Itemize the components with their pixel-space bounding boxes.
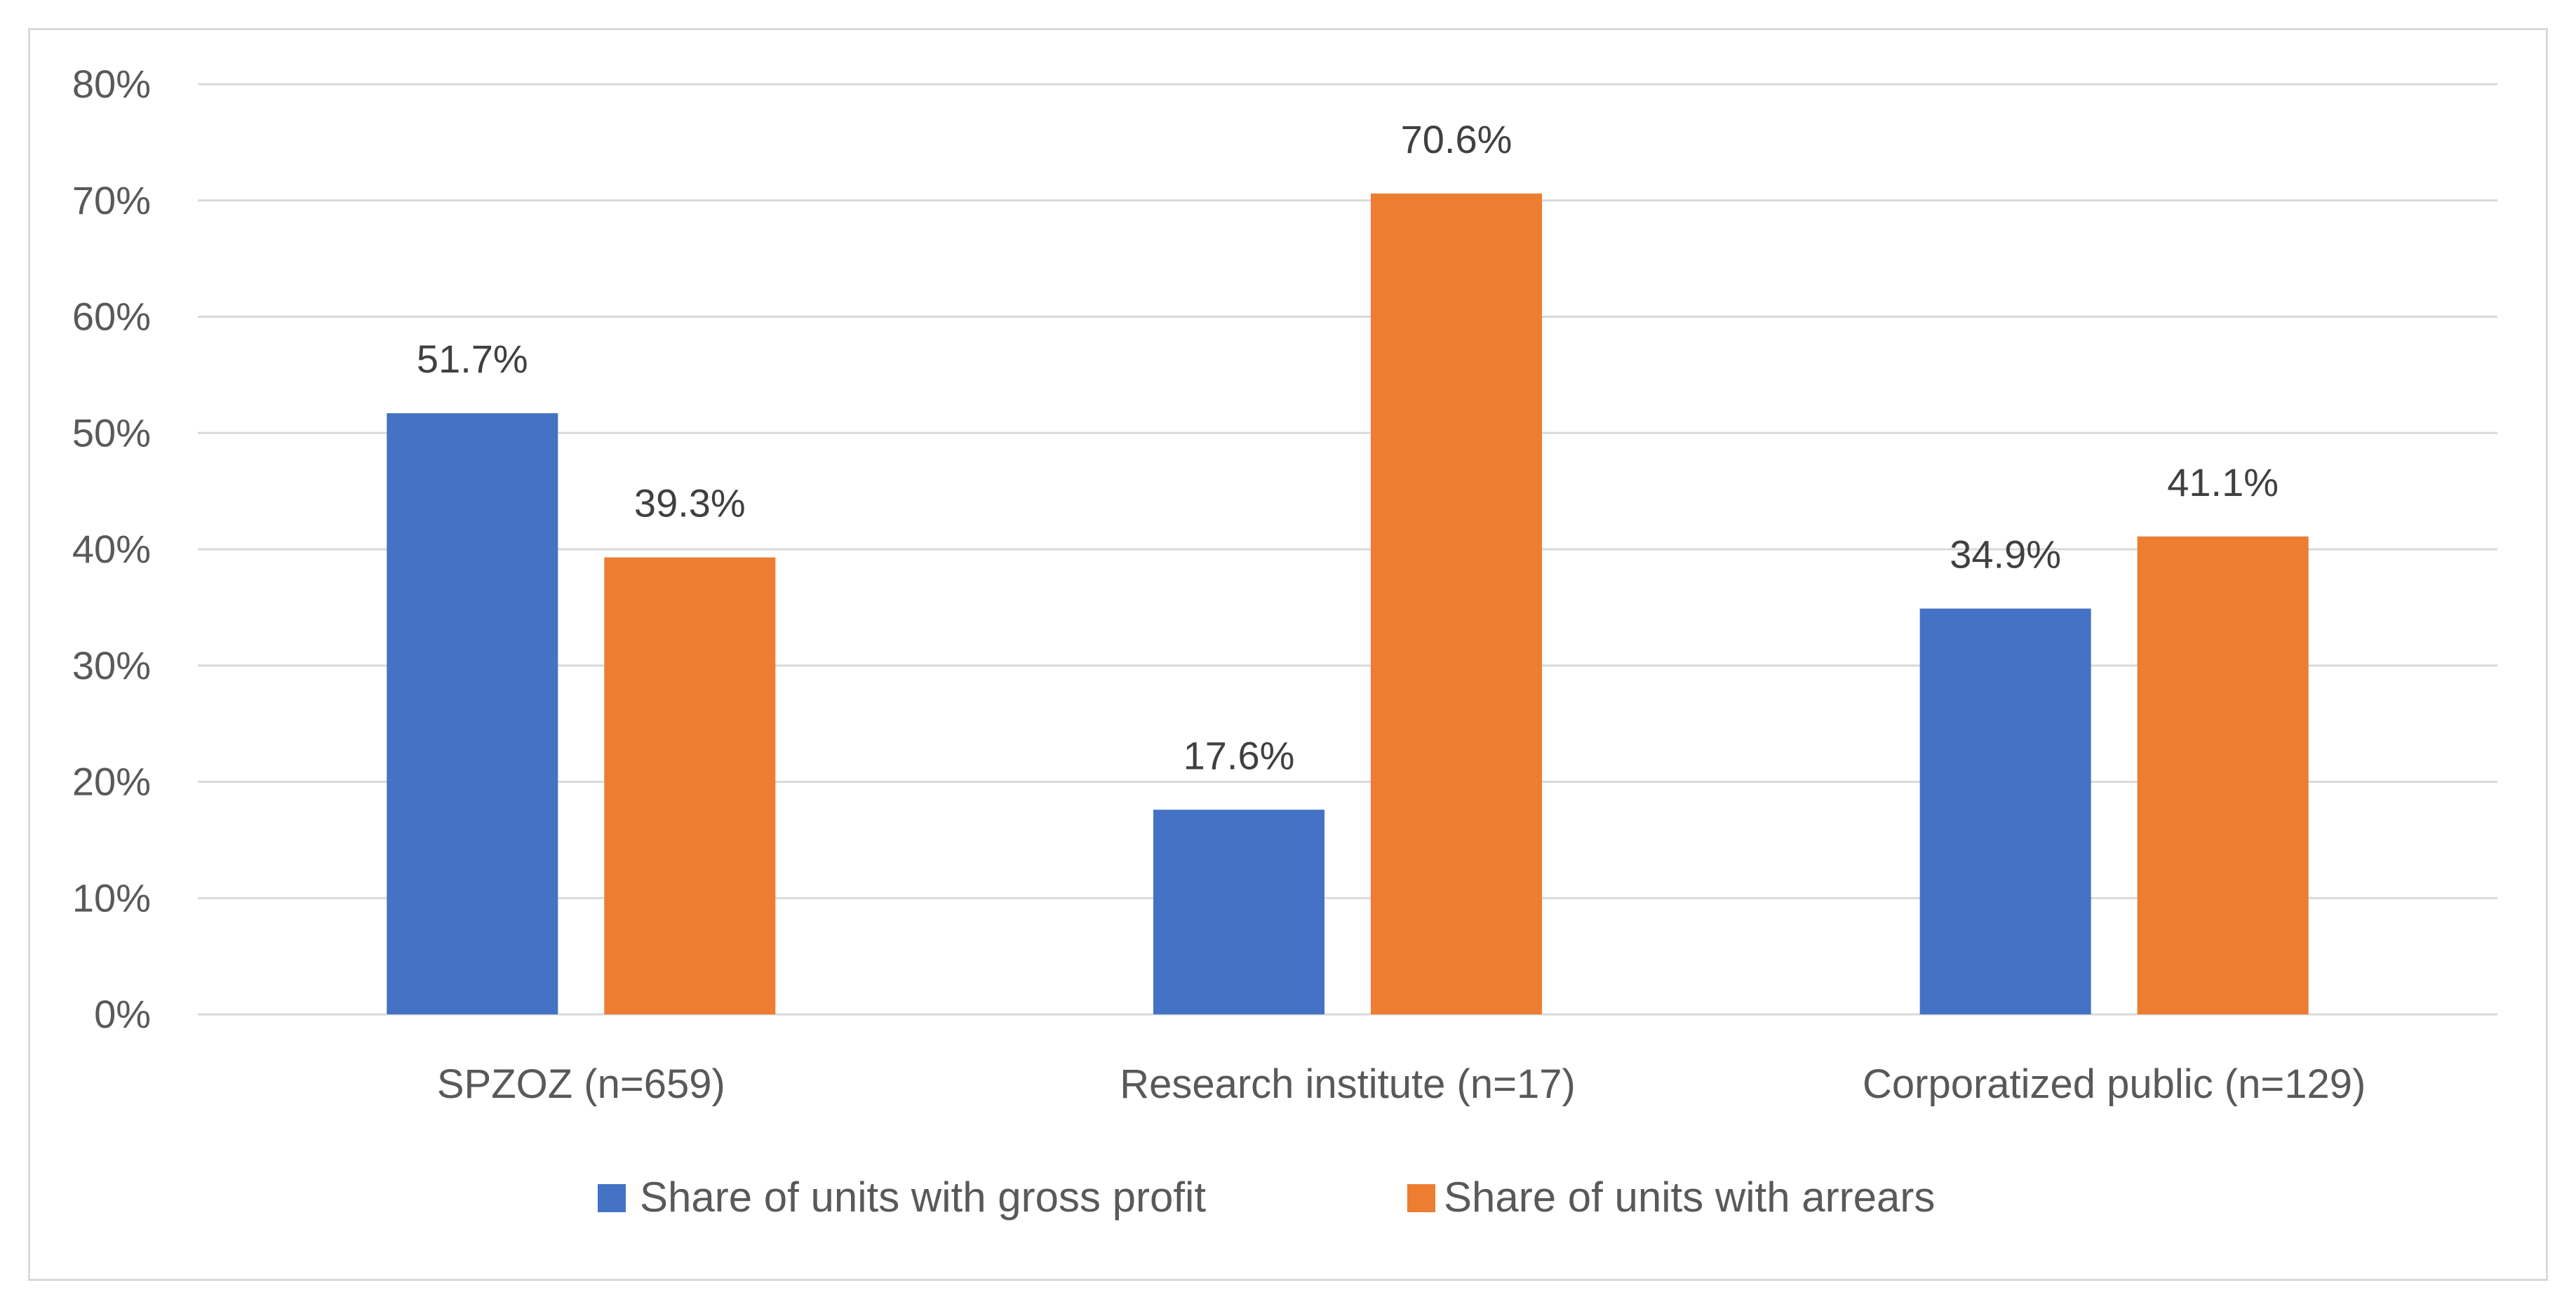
y-tick-label: 80% bbox=[72, 62, 151, 106]
bar-arrears bbox=[1371, 193, 1542, 1015]
bar-arrears bbox=[2137, 536, 2309, 1014]
x-category-label: Corporatized public (n=129) bbox=[1863, 1061, 2366, 1107]
gridlines bbox=[198, 83, 2497, 1016]
data-label: 34.9% bbox=[1950, 532, 2061, 577]
bars bbox=[387, 193, 2309, 1015]
x-axis-categories: SPZOZ (n=659) Research institute (n=17) Co… bbox=[437, 1061, 2366, 1107]
y-tick-label: 20% bbox=[72, 760, 151, 804]
data-label: 41.1% bbox=[2167, 460, 2279, 504]
bar-gross-profit bbox=[387, 413, 558, 1014]
y-axis-ticks: 0% 10% 20% 30% 40% 50% 60% 70% 80% bbox=[72, 62, 151, 1036]
y-tick-label: 10% bbox=[72, 875, 151, 920]
legend-label: Share of units with arrears bbox=[1444, 1174, 1935, 1221]
y-tick-label: 50% bbox=[72, 410, 151, 455]
legend-swatch bbox=[598, 1184, 626, 1212]
y-tick-label: 60% bbox=[72, 295, 151, 339]
bar-gross-profit bbox=[1919, 608, 2091, 1014]
y-tick-label: 30% bbox=[72, 643, 151, 687]
data-label: 39.3% bbox=[634, 481, 746, 525]
x-category-label: Research institute (n=17) bbox=[1120, 1061, 1576, 1107]
x-category-label: SPZOZ (n=659) bbox=[437, 1061, 725, 1107]
legend-swatch bbox=[1407, 1184, 1435, 1212]
data-label: 70.6% bbox=[1401, 117, 1512, 161]
y-tick-label: 40% bbox=[72, 527, 151, 571]
legend-label: Share of units with gross profit bbox=[640, 1174, 1206, 1221]
bar-gross-profit bbox=[1153, 810, 1324, 1014]
data-labels: 51.7% 39.3% 17.6% 70.6% 34.9% 41.1% bbox=[417, 117, 2279, 777]
bar-arrears bbox=[604, 557, 776, 1014]
y-tick-label: 0% bbox=[94, 992, 151, 1036]
y-tick-label: 70% bbox=[72, 178, 151, 222]
legend: Share of units with gross profit Share of… bbox=[598, 1174, 1935, 1221]
data-label: 51.7% bbox=[417, 337, 528, 381]
data-label: 17.6% bbox=[1183, 733, 1295, 777]
